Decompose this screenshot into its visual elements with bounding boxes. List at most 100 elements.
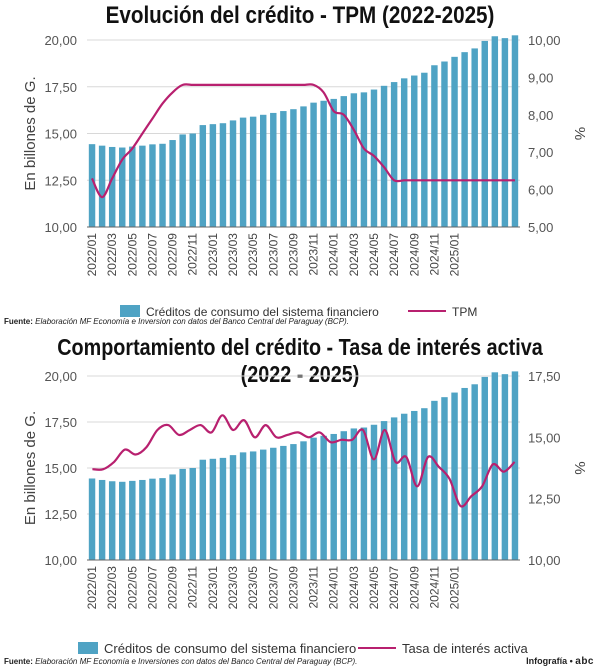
chart2-xtick-label: 2022/09 xyxy=(166,566,180,610)
chart2-bar xyxy=(139,479,146,560)
chart2-bar xyxy=(98,479,106,560)
chart1-legend-bar-label: Créditos de consumo del sistema financie… xyxy=(146,305,379,319)
chart2-bar xyxy=(451,392,458,560)
chart1-title: Evolución del crédito - TPM (2022-2025) xyxy=(105,2,495,29)
chart2-ytick-label: 20,00 xyxy=(44,369,77,384)
chart2-bar xyxy=(340,431,348,560)
chart2-bar xyxy=(411,410,418,560)
chart2-xtick-label: 2022/07 xyxy=(145,566,159,610)
chart1-y2tick-label: 7,00 xyxy=(528,145,553,160)
chart2-bar xyxy=(229,455,237,560)
chart1-bar xyxy=(98,145,106,227)
chart2-bar xyxy=(320,435,327,560)
chart1-bar xyxy=(229,120,237,227)
chart1-bar xyxy=(119,147,126,227)
chart1-bar xyxy=(159,143,166,227)
chart2-bar xyxy=(310,437,317,560)
chart2-xtick-label: 2024/05 xyxy=(367,566,381,610)
chart1-ytick-label: 12,50 xyxy=(44,173,77,188)
chart1-bar xyxy=(330,98,337,227)
chart1-bar xyxy=(139,145,146,227)
chart1-bar xyxy=(239,117,247,227)
chart1-bar xyxy=(400,78,408,228)
chart2-bar xyxy=(149,478,156,560)
chart1-xtick-label: 2022/03 xyxy=(105,233,119,277)
abc-logo: abc xyxy=(575,656,594,667)
chart1-xtick-label: 2023/09 xyxy=(286,233,300,277)
chart2-legend-bar-label: Créditos de consumo del sistema financie… xyxy=(104,641,356,655)
chart1-bar xyxy=(209,124,217,227)
chart2-bar xyxy=(209,458,217,560)
chart1-ytick-label: 20,00 xyxy=(44,33,77,48)
chart2-bar xyxy=(159,478,166,560)
chart2-xtick-label: 2023/05 xyxy=(246,566,260,610)
chart1-xtick-label: 2022/11 xyxy=(186,233,200,276)
chart2-line-series xyxy=(92,414,516,508)
chart2-bar xyxy=(300,441,307,560)
chart1-bar xyxy=(249,116,257,227)
chart2-bar xyxy=(441,397,448,560)
chart2-y2tick-label: 15,00 xyxy=(528,430,561,445)
chart2-ytick-label: 15,00 xyxy=(44,461,77,476)
chart1-bar xyxy=(219,123,227,227)
chart1-bar xyxy=(310,102,317,227)
chart1-xtick-label: 2024/01 xyxy=(327,233,341,277)
chart2-xtick-label: 2022/01 xyxy=(85,566,99,610)
chart2-bar xyxy=(360,427,368,560)
chart2-legend-line-label: Tasa de interés activa xyxy=(402,641,529,655)
chart1-bar xyxy=(88,144,96,227)
chart1-y2tick-label: 10,00 xyxy=(528,33,561,48)
chart2-bar xyxy=(330,433,337,560)
chart1-bar xyxy=(290,109,297,227)
chart2-y2label: % xyxy=(571,461,588,474)
chart1-bar xyxy=(320,100,327,227)
chart1-bar xyxy=(411,75,418,227)
chart1-bar xyxy=(340,96,348,227)
chart1-bar xyxy=(360,92,368,227)
chart1-bar xyxy=(280,111,287,227)
chart2-bar xyxy=(370,424,378,560)
chart2-plot: 10,00 12,50 15,00 17,50 20,00 10,00 12,50 15,00… xyxy=(22,369,588,655)
chart2-bar xyxy=(350,428,358,560)
chart2-xtick-label: 2023/11 xyxy=(307,566,321,609)
chart2-xtick-label: 2024/07 xyxy=(387,566,401,610)
chart2-bar xyxy=(431,400,438,560)
chart2-bar xyxy=(88,478,96,560)
chart1-xtick-label: 2024/07 xyxy=(387,233,401,277)
chart1-xtick-label: 2024/09 xyxy=(407,233,421,277)
chart1-y2tick-label: 5,00 xyxy=(528,220,553,235)
chart1-bar xyxy=(431,65,438,228)
chart1-y2label: % xyxy=(571,127,588,140)
chart2-bar xyxy=(390,417,398,560)
credit-label: Infografía • xyxy=(526,656,573,666)
chart1-ytick-label: 17,50 xyxy=(44,80,77,95)
chart2-bar xyxy=(511,371,519,560)
chart1-xtick-label: 2025/01 xyxy=(448,233,462,277)
chart1-xtick-label: 2022/09 xyxy=(166,233,180,277)
chart1-bar xyxy=(108,146,116,227)
chart1-source-label: Fuente: xyxy=(4,317,33,326)
chart1-bar xyxy=(189,133,196,227)
chart1-xtick-label: 2023/01 xyxy=(206,233,220,277)
chart1-xtick-label: 2023/03 xyxy=(226,233,240,277)
chart1-bar xyxy=(380,85,388,227)
chart1-xtick-label: 2023/05 xyxy=(246,233,260,277)
chart2-y2tick-label: 17,50 xyxy=(528,369,561,384)
chart2-source: Fuente: Elaboración MF Economía e Invers… xyxy=(4,657,357,666)
chart2-bar xyxy=(169,474,176,560)
chart2-source-text: Elaboración MF Economía e Inversiones co… xyxy=(35,657,358,666)
chart1-bar xyxy=(199,125,207,227)
chart1-source: Fuente: Elaboración MF Economía e Invers… xyxy=(4,317,349,326)
chart1-bar xyxy=(471,48,478,227)
chart1-xtick-label: 2022/05 xyxy=(125,233,139,277)
chart1-bar xyxy=(270,112,277,227)
chart2-bar xyxy=(491,372,499,560)
chart2-y2tick-label: 10,00 xyxy=(528,553,561,568)
chart1-legend-bar-swatch xyxy=(120,305,140,317)
chart2-bar xyxy=(280,445,287,560)
chart1-bar xyxy=(441,61,448,227)
chart1-bar xyxy=(169,140,176,227)
chart1-xtick-label: 2023/07 xyxy=(266,233,280,277)
chart2-bar xyxy=(501,374,509,560)
chart2-bar xyxy=(199,459,207,560)
